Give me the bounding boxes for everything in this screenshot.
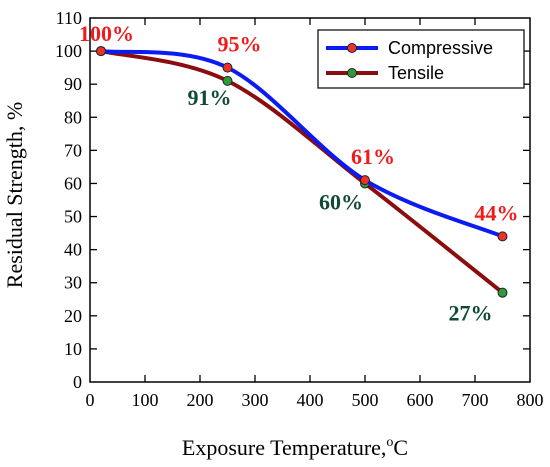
x-axis-title-degree: o bbox=[386, 435, 393, 450]
y-tick-label: 0 bbox=[73, 372, 82, 392]
tensile-data-label: 27% bbox=[449, 301, 493, 326]
compressive-data-label: 100% bbox=[79, 21, 134, 46]
tensile-line bbox=[99, 49, 505, 295]
y-tick-label: 20 bbox=[64, 306, 82, 326]
tensile-marker bbox=[222, 75, 233, 86]
x-axis-title-main: Exposure Temperature, bbox=[182, 435, 387, 460]
legend-compressive-marker bbox=[347, 43, 357, 53]
legend-tensile-marker bbox=[347, 68, 357, 78]
compressive-line bbox=[99, 49, 505, 239]
y-tick-label: 110 bbox=[56, 8, 82, 28]
compressive-marker bbox=[497, 231, 508, 242]
x-tick-label: 0 bbox=[86, 390, 95, 410]
y-tick-label: 70 bbox=[64, 140, 82, 160]
x-tick-label: 700 bbox=[462, 390, 489, 410]
tensile-data-label: 91% bbox=[188, 85, 232, 110]
x-tick-label: 400 bbox=[297, 390, 324, 410]
legend: Compressive Tensile bbox=[317, 29, 525, 89]
y-tick-label: 50 bbox=[64, 207, 82, 227]
compressive-data-label: 95% bbox=[218, 32, 262, 57]
axes: 0 100 200 300 400 500 600 700 800 0 10 20 30 40 50 60 70… bbox=[55, 8, 544, 410]
compressive-marker bbox=[96, 46, 106, 57]
legend-box bbox=[317, 29, 525, 89]
compressive-marker bbox=[222, 62, 233, 73]
series-group bbox=[96, 46, 508, 298]
y-axis-title: Residual Strength, % bbox=[2, 102, 27, 288]
x-tick-label: 600 bbox=[407, 390, 434, 410]
x-tick-label: 100 bbox=[132, 390, 159, 410]
x-tick-label: 500 bbox=[352, 390, 379, 410]
x-axis-title: Exposure Temperature,oC bbox=[182, 435, 408, 460]
tensile-marker bbox=[497, 287, 508, 298]
x-tick-label: 200 bbox=[187, 390, 214, 410]
x-tick-label: 300 bbox=[242, 390, 269, 410]
legend-tensile-label: Tensile bbox=[388, 63, 444, 83]
y-tick-label: 80 bbox=[64, 107, 82, 127]
y-tick-label: 30 bbox=[64, 273, 82, 293]
y-tick-label: 40 bbox=[64, 240, 82, 260]
tensile-data-label: 60% bbox=[319, 189, 363, 214]
compressive-marker bbox=[360, 175, 370, 186]
y-tick-label: 10 bbox=[64, 339, 82, 359]
compressive-data-label: 61% bbox=[351, 144, 395, 169]
data-labels: 91% 60% 27% 100% 95% 61% 44% bbox=[79, 21, 519, 326]
x-tick-label: 800 bbox=[517, 390, 544, 410]
y-tick-label: 100 bbox=[55, 41, 82, 61]
compressive-data-label: 44% bbox=[475, 200, 519, 225]
y-tick-label: 90 bbox=[64, 74, 82, 94]
x-axis-title-unit: C bbox=[393, 435, 408, 460]
legend-compressive-label: Compressive bbox=[388, 38, 493, 58]
y-tick-label: 60 bbox=[64, 173, 82, 193]
